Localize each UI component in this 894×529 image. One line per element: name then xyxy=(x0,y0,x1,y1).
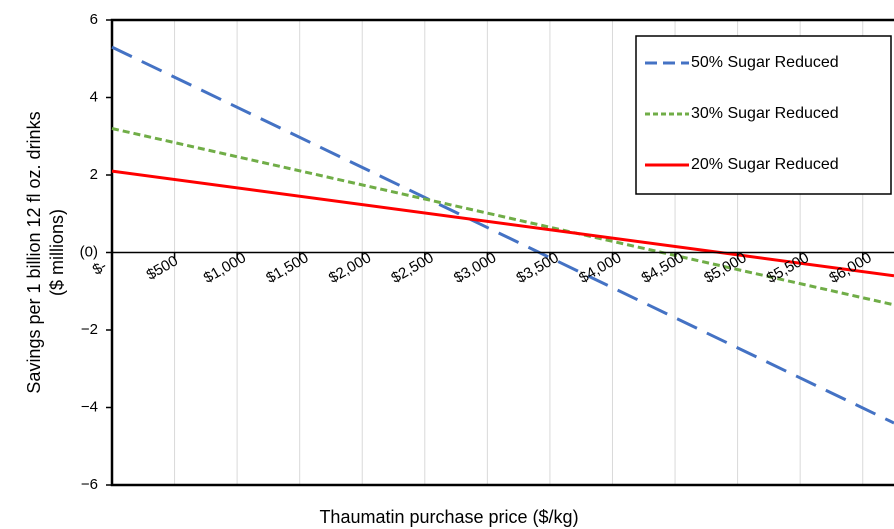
y-tick-label: −6 xyxy=(81,476,98,493)
legend-label: 30% Sugar Reduced xyxy=(691,105,839,122)
x-tick-label: $6,000 xyxy=(826,249,874,287)
y-tick-label: (0) xyxy=(80,243,98,260)
x-tick-label: $1,000 xyxy=(201,249,249,287)
y-axis-ticks: 6 4 2 (0) −2 −4 −6 xyxy=(80,11,112,493)
x-tick-label: $2,500 xyxy=(388,249,436,287)
series-line xyxy=(111,169,894,278)
x-tick-label: $1,500 xyxy=(263,249,311,287)
y-tick-label: 6 xyxy=(90,11,98,28)
y-tick-label: −2 xyxy=(81,321,98,338)
x-tick-label: $4,500 xyxy=(639,249,687,287)
x-axis-ticks: $- $500 $1,000 $1,500 $2,000 $2,500 $3,000 $3,5… xyxy=(90,249,875,287)
series-lines xyxy=(111,45,894,425)
x-tick-label: $5,000 xyxy=(701,249,749,287)
legend: 50% Sugar Reduced 30% Sugar Reduced 20% Su… xyxy=(635,35,892,195)
y-axis-title-line2: ($ millions) xyxy=(47,209,67,296)
series-line xyxy=(111,127,894,307)
y-tick-label: 4 xyxy=(90,88,98,105)
x-tick-label: $5,500 xyxy=(764,249,812,287)
series-line xyxy=(111,45,894,425)
y-tick-label: −4 xyxy=(81,398,98,415)
x-tick-label: $500 xyxy=(144,252,181,283)
y-tick-label: 2 xyxy=(90,166,98,183)
legend-label: 20% Sugar Reduced xyxy=(691,156,839,173)
x-tick-label: $- xyxy=(90,257,110,278)
x-tick-label: $2,000 xyxy=(326,249,374,287)
y-axis-title-line1: Savings per 1 billion 12 fl oz. drinks xyxy=(24,111,44,393)
legend-label: 50% Sugar Reduced xyxy=(691,54,839,71)
x-tick-label: $3,000 xyxy=(451,249,499,287)
x-tick-label: $3,500 xyxy=(514,249,562,287)
x-axis-title: Thaumatin purchase price ($/kg) xyxy=(319,507,578,527)
